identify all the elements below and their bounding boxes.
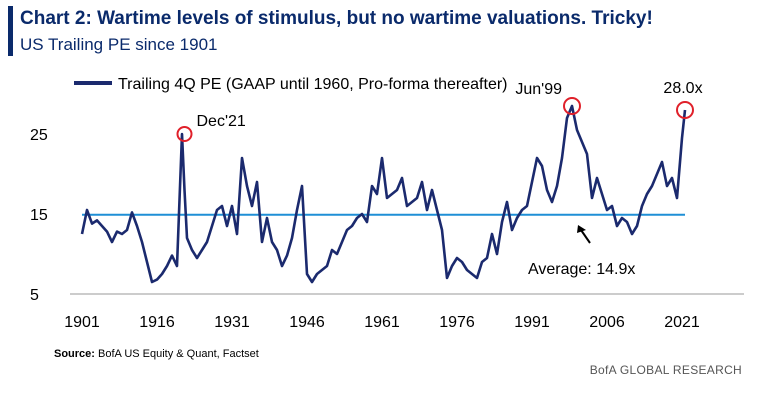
highlight-circle-dec21 bbox=[176, 126, 193, 142]
x-tick-label: 1961 bbox=[364, 314, 400, 331]
legend-label: Trailing 4Q PE (GAAP until 1960, Pro-for… bbox=[118, 76, 508, 93]
x-tick-label: 2006 bbox=[589, 314, 625, 331]
annotation-latest: 28.0x bbox=[663, 80, 702, 97]
annotation-dec21: Dec'21 bbox=[197, 113, 246, 130]
y-tick-label: 15 bbox=[30, 207, 48, 224]
x-tick-label: 1946 bbox=[289, 314, 325, 331]
source-label: Source: bbox=[54, 348, 95, 360]
x-tick-label: 1991 bbox=[514, 314, 550, 331]
y-tick-label: 25 bbox=[30, 127, 48, 144]
annotation-average: Average: 14.9x bbox=[528, 261, 635, 278]
x-tick-label: 1916 bbox=[139, 314, 175, 331]
source-note: Source: BofA US Equity & Quant, Factset bbox=[54, 348, 259, 360]
title-accent-bar bbox=[8, 6, 13, 56]
x-tick-label: 1901 bbox=[64, 314, 100, 331]
chart-subtitle: US Trailing PE since 1901 bbox=[20, 35, 218, 54]
highlight-circle-jun99 bbox=[563, 97, 581, 115]
highlight-circle-latest bbox=[676, 101, 694, 119]
pe-series-line bbox=[80, 104, 687, 284]
average-arrow-head bbox=[577, 225, 586, 233]
x-tick-label: 1976 bbox=[439, 314, 475, 331]
average-arrow-shaft bbox=[580, 229, 591, 244]
chart-title: Chart 2: Wartime levels of stimulus, but… bbox=[20, 8, 653, 29]
annotation-jun99: Jun'99 bbox=[515, 81, 562, 98]
brand-label: BofA GLOBAL RESEARCH bbox=[589, 363, 742, 377]
x-tick-label: 1931 bbox=[214, 314, 250, 331]
source-text: BofA US Equity & Quant, Factset bbox=[98, 348, 259, 360]
x-tick-label: 2021 bbox=[664, 314, 700, 331]
y-tick-label: 5 bbox=[30, 287, 39, 304]
